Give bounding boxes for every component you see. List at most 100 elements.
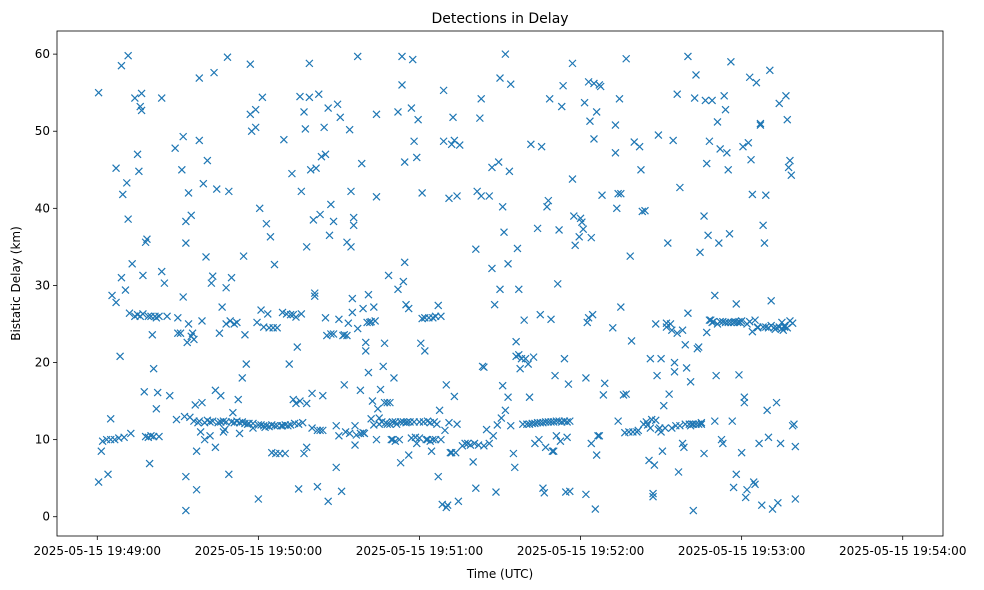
data-point [313, 482, 322, 491]
data-point [262, 219, 271, 228]
data-point [622, 390, 631, 399]
data-point [360, 429, 369, 438]
data-point [729, 483, 738, 492]
data-point [568, 175, 577, 183]
data-point [569, 212, 578, 220]
data-point [782, 91, 790, 100]
data-point [705, 137, 714, 146]
data-point [740, 398, 749, 407]
data-point [254, 495, 263, 503]
y-tick-label: 50 [35, 124, 50, 138]
data-point [596, 82, 605, 91]
data-point [555, 225, 563, 234]
data-point [352, 431, 361, 439]
data-point [557, 102, 566, 111]
data-point [398, 52, 406, 61]
data-point [341, 427, 350, 436]
data-point [454, 497, 463, 506]
data-point [348, 308, 357, 317]
data-point [434, 301, 443, 310]
data-point [336, 113, 345, 122]
data-point [345, 429, 354, 438]
data-point [219, 427, 228, 436]
data-point [215, 329, 224, 338]
data-point [757, 501, 766, 510]
data-point [181, 506, 190, 515]
data-point [198, 316, 206, 325]
data-point [130, 94, 139, 103]
data-point [743, 485, 751, 494]
data-point [206, 417, 214, 426]
data-point [317, 152, 326, 161]
data-point [498, 202, 507, 211]
data-point [219, 417, 228, 426]
data-point [279, 135, 288, 144]
y-tick-label: 30 [35, 278, 50, 292]
data-point [696, 248, 704, 257]
data-point [701, 96, 710, 105]
data-point [394, 285, 402, 294]
data-point [580, 98, 589, 107]
data-point [320, 123, 329, 132]
data-point [418, 314, 427, 323]
data-point [547, 315, 555, 324]
data-point [497, 414, 506, 422]
data-point [222, 320, 231, 328]
data-point [752, 78, 761, 87]
data-point [408, 55, 417, 64]
data-point [155, 432, 163, 441]
data-point [372, 435, 381, 444]
data-point [587, 439, 596, 448]
data-point [395, 435, 404, 444]
data-point [524, 360, 533, 368]
data-point [300, 108, 308, 116]
data-point [224, 187, 233, 196]
data-point [471, 484, 480, 493]
data-point [416, 339, 425, 348]
data-point [367, 414, 376, 423]
data-point [403, 417, 412, 426]
data-point [710, 417, 719, 426]
data-point [504, 393, 512, 402]
data-point [490, 300, 499, 309]
data-point [451, 448, 460, 457]
data-point [296, 397, 304, 406]
data-point [662, 323, 671, 331]
data-point [619, 390, 628, 399]
data-point [308, 389, 316, 398]
data-point [293, 343, 302, 352]
data-point [494, 158, 503, 166]
data-point [553, 279, 562, 288]
data-point [391, 437, 400, 446]
data-point [439, 86, 448, 95]
data-point [392, 420, 401, 429]
data-point [437, 435, 445, 444]
data-point [526, 140, 535, 149]
data-point [155, 312, 163, 321]
data-point [404, 451, 413, 459]
data-point [216, 391, 225, 400]
data-point [694, 343, 703, 352]
data-point [234, 395, 243, 404]
data-point [292, 399, 300, 408]
data-point [488, 163, 496, 172]
data-point [203, 156, 212, 165]
data-point [310, 289, 319, 298]
data-point [540, 488, 549, 497]
data-point [791, 495, 800, 503]
data-point [152, 404, 161, 413]
data-point [318, 426, 327, 435]
data-point [744, 138, 753, 147]
data-point [398, 81, 406, 89]
data-point [496, 285, 504, 294]
data-point [208, 272, 217, 281]
data-point [649, 489, 657, 498]
data-point [249, 424, 257, 432]
data-point [179, 293, 188, 301]
chart-title: Detections in Delay [431, 11, 568, 27]
data-point [211, 443, 220, 452]
data-point [761, 191, 770, 200]
data-point [372, 110, 381, 119]
data-point [302, 242, 311, 251]
data-point [222, 283, 231, 292]
